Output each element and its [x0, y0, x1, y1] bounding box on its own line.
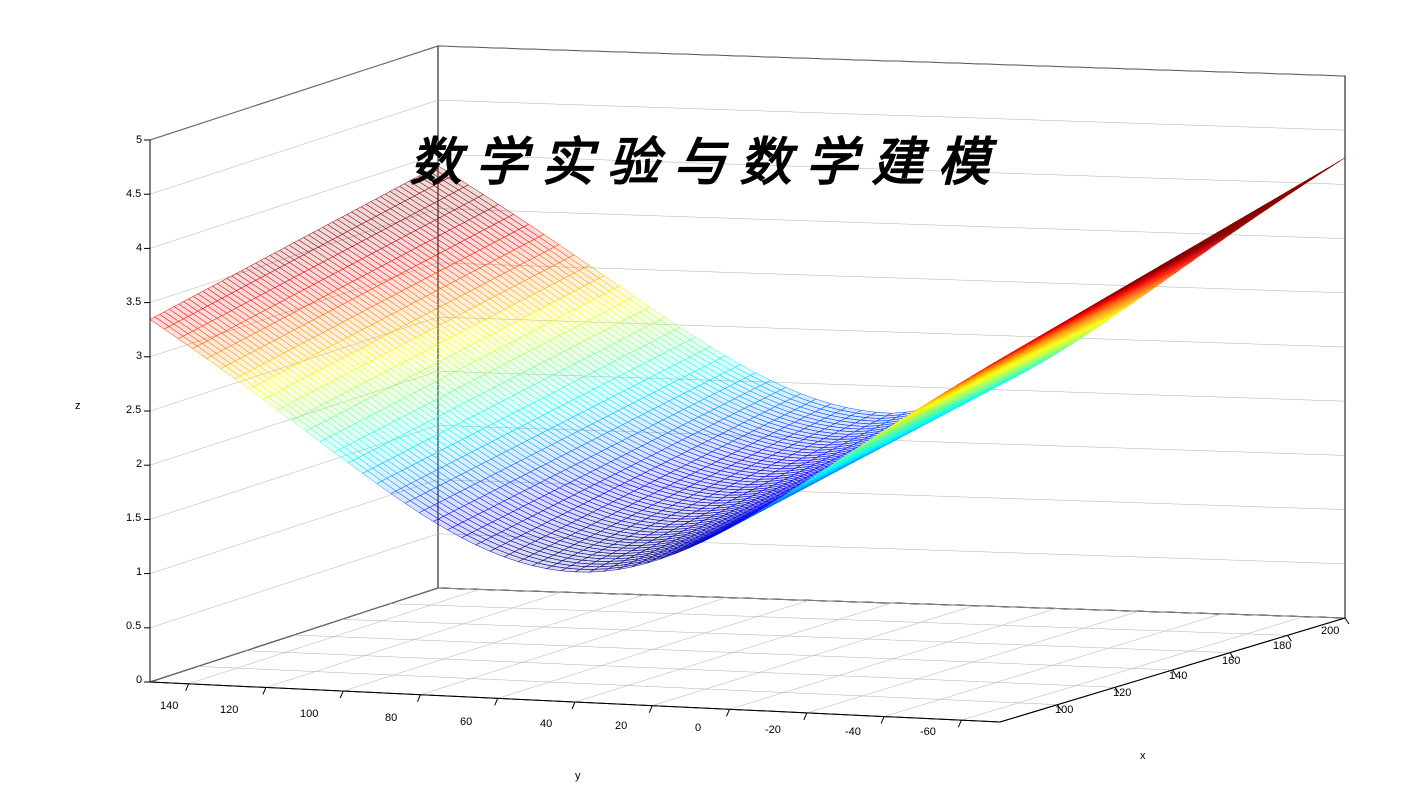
x-tick-5: 200 [1321, 625, 1339, 637]
z-tick-2: 1 [136, 566, 142, 578]
z-tick-9: 4.5 [126, 188, 141, 200]
z-tick-3: 1.5 [126, 512, 141, 524]
z-tick-6: 3 [136, 350, 142, 362]
y-tick-3: 0 [695, 722, 701, 734]
z-tick-4: 2 [136, 458, 142, 470]
y-tick-8: 100 [300, 708, 318, 720]
z-tick-1: 0.5 [126, 620, 141, 632]
z-tick-7: 3.5 [126, 296, 141, 308]
y-tick-9: 120 [220, 704, 238, 716]
y-tick-5: 40 [540, 718, 552, 730]
x-tick-1: 120 [1113, 687, 1131, 699]
surface-plot-3d: 数学实验与数学建模 [0, 0, 1413, 798]
x-tick-4: 180 [1273, 640, 1291, 652]
y-tick-1: -40 [845, 726, 861, 738]
y-tick-2: -20 [765, 724, 781, 736]
z-tick-5: 2.5 [126, 404, 141, 416]
x-tick-0: 100 [1055, 704, 1073, 716]
x-tick-3: 160 [1222, 655, 1240, 667]
chart-title: 数学实验与数学建模 [409, 120, 1003, 195]
y-tick-4: 20 [615, 720, 627, 732]
x-tick-2: 140 [1169, 670, 1187, 682]
y-tick-10: 140 [160, 700, 178, 712]
y-axis-label: y [575, 770, 581, 782]
z-axis-label: z [75, 400, 81, 412]
x-axis-label: x [1140, 750, 1146, 762]
y-tick-7: 80 [385, 712, 397, 724]
y-tick-0: -60 [920, 726, 936, 738]
y-tick-6: 60 [460, 716, 472, 728]
z-tick-0: 0 [136, 674, 142, 686]
z-tick-8: 4 [136, 242, 142, 254]
z-tick-10: 5 [136, 134, 142, 146]
